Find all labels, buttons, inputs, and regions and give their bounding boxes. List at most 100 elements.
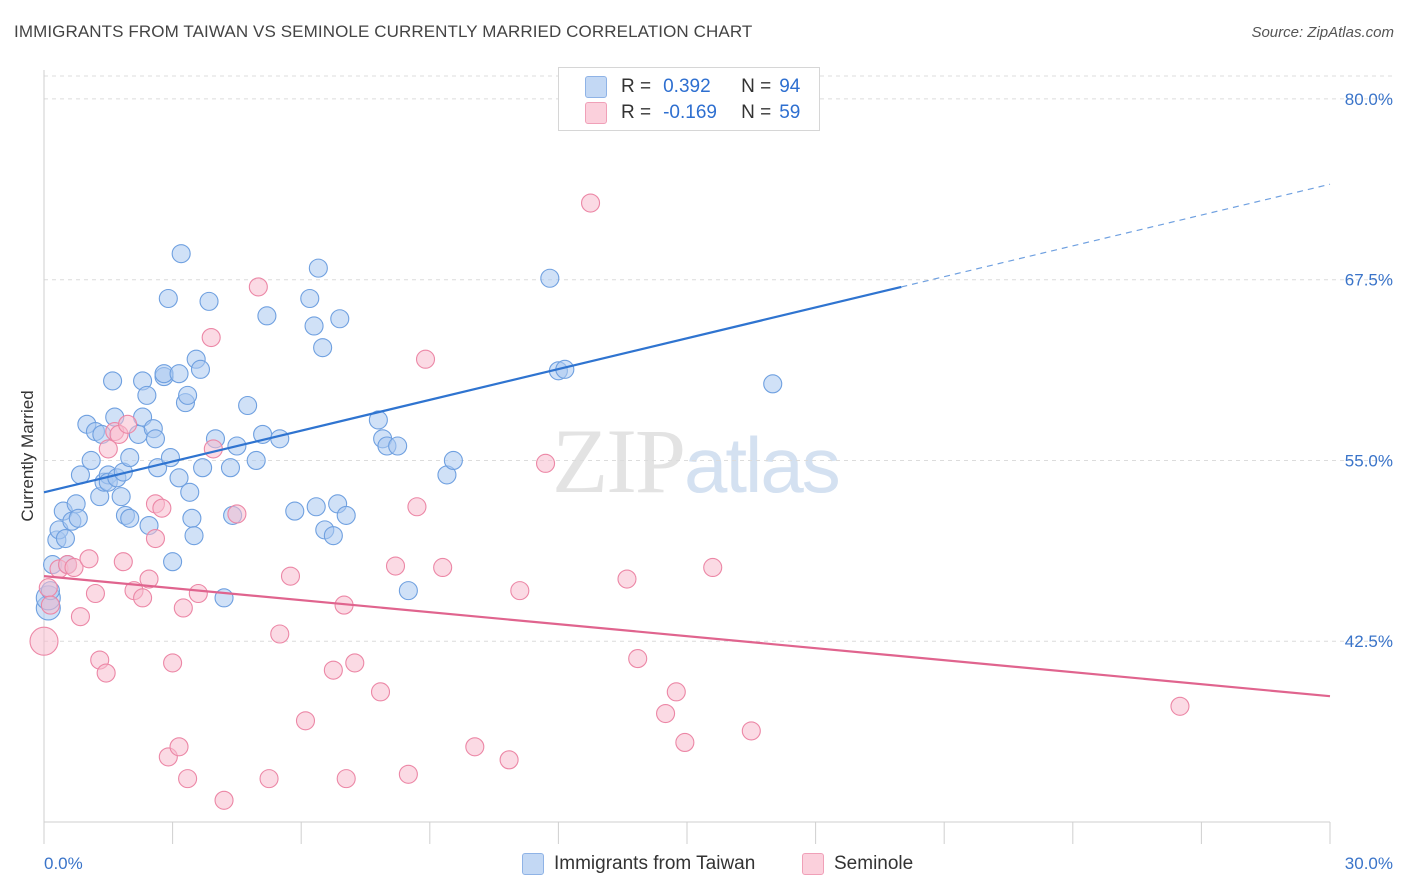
taiwan-point [103,371,123,391]
seminole-point [152,498,172,518]
taiwan-point [336,505,356,525]
seminole-point [173,598,193,618]
taiwan-trend-extension [901,183,1331,288]
legend-n-key: N = [741,76,772,97]
seminole-point [465,737,485,757]
watermark-atlas: atlas [684,421,841,509]
seminole-point [38,578,58,598]
taiwan-point [120,508,140,528]
seminole-point [323,660,343,680]
watermark-zip: ZIP [552,410,686,512]
taiwan-point [169,364,189,384]
y-tick-label: 67.5% [1345,271,1393,290]
legend-n-key: N = [741,102,772,123]
legend-swatch-seminole [585,102,607,124]
bottom-legend-label-seminole: Seminole [834,853,914,874]
seminole-point [139,569,159,589]
seminole-point [295,711,316,731]
x-tick-label: 30.0% [1345,854,1393,873]
seminole-point [64,557,84,578]
bottom-legend-seminole[interactable]: Seminole [802,852,913,876]
taiwan-trend-line [43,285,902,494]
seminole-point [113,552,133,572]
legend-row-seminole: R = -0.169 N = 59 [585,101,800,125]
seminole-point [98,439,118,459]
seminole-point [415,349,436,369]
seminole-trend-line [43,575,1331,698]
seminole-point [433,557,453,578]
seminole-point [336,769,356,789]
taiwan-point [285,501,305,521]
seminole-point [96,663,116,683]
y-tick-label: 42.5% [1345,632,1393,651]
seminole-point [385,556,406,576]
seminole-point [85,583,105,604]
taiwan-point [540,268,560,288]
seminole-point [370,682,391,702]
y-tick-label: 80.0% [1345,90,1393,109]
taiwan-point [169,468,189,488]
seminole-point [163,653,183,673]
bottom-legend-swatch-seminole [802,853,824,875]
y-tick-label: 55.0% [1345,451,1393,470]
bottom-legend-taiwan[interactable]: Immigrants from Taiwan [522,852,755,876]
legend-r-value: 0.392 [663,76,711,97]
taiwan-point [182,508,202,528]
taiwan-point [306,497,326,517]
taiwan-point [180,482,200,502]
taiwan-point [55,529,75,549]
taiwan-point [145,429,166,449]
seminole-point [118,414,138,434]
bottom-legend-swatch-taiwan [522,853,544,875]
legend-r-key: R = [621,76,652,97]
taiwan-point [323,526,343,546]
seminole-point [70,607,90,627]
seminole-point [580,193,601,213]
seminole-point [675,732,695,753]
seminole-point [259,769,279,789]
taiwan-point [443,450,463,471]
seminole-point [280,566,301,586]
watermark: ZIPatlas [552,408,841,514]
seminole-point [703,557,723,578]
chart-title: IMMIGRANTS FROM TAIWAN VS SEMINOLE CURRE… [14,22,753,41]
x-tick-label: 0.0% [44,854,83,873]
legend-r-value: -0.169 [663,102,717,123]
taiwan-point [111,487,131,507]
seminole-point [178,769,198,789]
seminole-point [270,624,290,644]
taiwan-point [398,581,418,601]
legend-row-taiwan: R = 0.392 N = 94 [585,75,800,99]
seminole-point [407,497,427,517]
taiwan-point [238,395,258,416]
taiwan-point [304,316,324,336]
legend-n-value: 59 [779,102,801,123]
seminole-point [169,737,189,757]
taiwan-point [178,385,198,405]
taiwan-point [190,359,211,379]
source-credit[interactable]: Source: ZipAtlas.com [1251,24,1394,41]
taiwan-point [171,244,191,264]
taiwan-point [184,526,204,546]
seminole-point [133,588,153,608]
seminole-point [201,327,221,348]
seminole-point [227,504,247,524]
seminole-point [499,750,519,770]
taiwan-point [246,450,266,471]
taiwan-point [120,448,140,468]
taiwan-point [158,288,178,309]
seminole-point [345,653,365,673]
seminole-point [248,277,268,297]
taiwan-point [193,458,213,478]
stats-legend: R = 0.392 N = 94 R = -0.169 N = 59 [558,67,820,131]
seminole-point [145,529,166,549]
seminole-point [628,649,648,669]
seminole-point [656,703,676,724]
taiwan-point [270,429,290,449]
taiwan-point [763,374,783,394]
taiwan-point [257,306,277,326]
taiwan-point [68,508,88,528]
seminole-point [203,439,223,459]
taiwan-point [81,450,101,471]
seminole-point [214,790,234,810]
